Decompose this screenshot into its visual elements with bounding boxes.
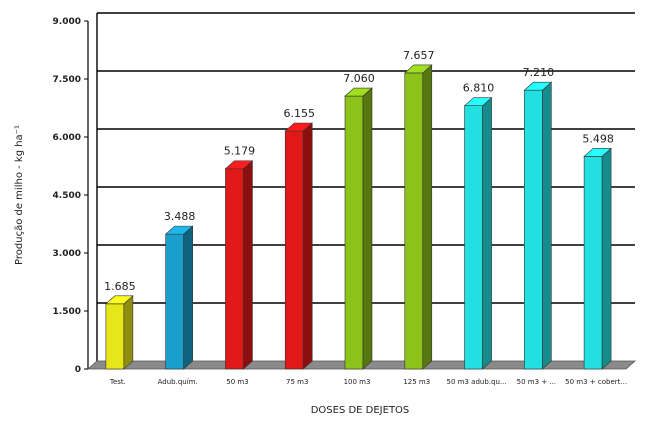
bar-top bbox=[583, 148, 612, 157]
bar-top bbox=[105, 295, 134, 305]
y-tick-label: 7.500 bbox=[53, 75, 81, 85]
bar-side bbox=[482, 97, 492, 370]
bar bbox=[583, 147, 612, 370]
data-label: 7.060 bbox=[343, 72, 375, 85]
x-tick-label: Test. bbox=[109, 378, 126, 386]
bar-top bbox=[463, 97, 493, 106]
bar-side bbox=[542, 81, 552, 370]
x-tick-label: Adub.quím. bbox=[158, 378, 198, 386]
y-tick-label: 6.000 bbox=[53, 133, 81, 143]
y-tick-label: 4.500 bbox=[53, 191, 81, 201]
bar-front bbox=[524, 89, 543, 370]
bar-side bbox=[601, 147, 612, 370]
bar-front bbox=[225, 168, 244, 370]
data-labels: 1.685 3.488 5.179 6.155 7.060 7.657 6.810 7.210… bbox=[104, 49, 614, 293]
bar-top bbox=[224, 160, 254, 170]
y-tick-label: 9.000 bbox=[53, 17, 81, 27]
bar-side bbox=[302, 122, 313, 370]
bar-side bbox=[123, 295, 134, 370]
data-label: 7.657 bbox=[403, 49, 435, 62]
x-tick-label: 50 m3 + cobert... bbox=[565, 378, 627, 386]
data-label: 5.179 bbox=[224, 145, 256, 158]
bar bbox=[523, 81, 553, 370]
bar-top bbox=[284, 122, 314, 132]
bar-side bbox=[422, 64, 433, 370]
bar-top bbox=[164, 225, 194, 235]
y-tick-label: 1.500 bbox=[53, 307, 81, 317]
data-label: 6.155 bbox=[283, 107, 315, 120]
bar bbox=[344, 87, 373, 370]
bar bbox=[284, 122, 314, 370]
x-axis-ticks: Test. Adub.quím. 50 m3 75 m3 100 m3 125 m3 50 … bbox=[109, 378, 627, 386]
bar bbox=[164, 225, 194, 370]
data-label: 3.488 bbox=[164, 210, 196, 223]
x-tick-label: 100 m3 bbox=[344, 378, 371, 386]
x-tick-label: 50 m3 bbox=[226, 378, 248, 386]
data-label: 1.685 bbox=[104, 280, 136, 293]
bar-front bbox=[464, 105, 483, 370]
data-label: 5.498 bbox=[582, 132, 614, 145]
bar-front bbox=[404, 72, 424, 370]
x-tick-label: 50 m3 + ... bbox=[517, 378, 556, 386]
x-axis-title: DOSES DE DEJETOS bbox=[311, 405, 410, 416]
x-tick-label: 75 m3 bbox=[286, 378, 308, 386]
y-tick-label: 0 bbox=[75, 365, 81, 375]
x-tick-label: 50 m3 adub.qu... bbox=[447, 378, 507, 386]
bar bbox=[403, 64, 433, 370]
data-label: 6.810 bbox=[463, 82, 495, 95]
bar-front bbox=[105, 303, 125, 370]
bar-top bbox=[403, 64, 433, 74]
bar-top bbox=[344, 87, 373, 97]
y-axis-ticks: 0 1.500 3.000 4.500 6.000 7.500 9.000 bbox=[53, 17, 88, 375]
bar-front bbox=[583, 156, 603, 370]
bar-top bbox=[523, 81, 553, 91]
bar-front bbox=[284, 130, 304, 370]
bar-front bbox=[344, 95, 364, 370]
bars bbox=[105, 64, 612, 370]
bar bbox=[105, 295, 134, 370]
bar bbox=[463, 97, 493, 370]
bar-side bbox=[243, 160, 253, 370]
data-label: 7.210 bbox=[523, 66, 555, 79]
x-tick-label: 125 m3 bbox=[403, 378, 430, 386]
bar-side bbox=[362, 87, 373, 370]
y-axis-title: Produção de milho - kg ha⁻¹ bbox=[14, 125, 25, 265]
bar bbox=[224, 160, 254, 370]
y-tick-label: 3.000 bbox=[53, 249, 81, 259]
bar-side bbox=[183, 225, 193, 370]
bar-front bbox=[165, 233, 184, 370]
